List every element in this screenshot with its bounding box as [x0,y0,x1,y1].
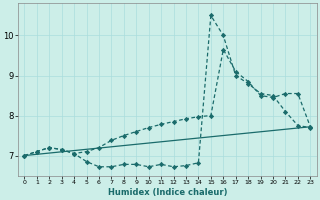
X-axis label: Humidex (Indice chaleur): Humidex (Indice chaleur) [108,188,227,197]
